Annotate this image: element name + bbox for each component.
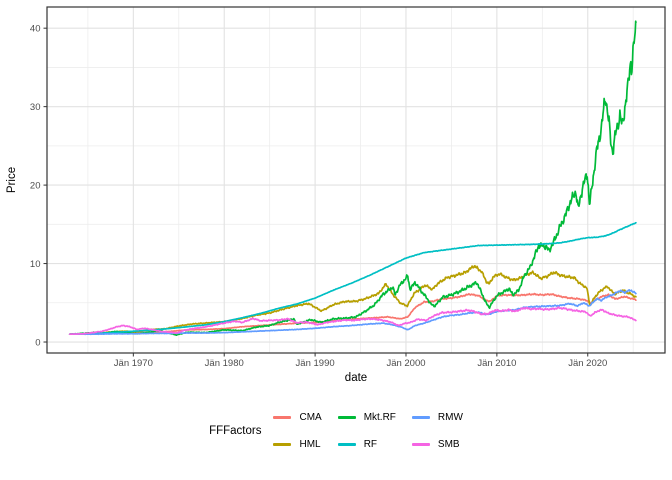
legend-key-RMW <box>411 415 430 419</box>
y-tick-label: 30 <box>30 102 41 113</box>
legend-key-HML <box>273 442 292 446</box>
legend-column: RMW SMB <box>411 408 463 453</box>
x-tick-label: Jän 1990 <box>296 358 335 369</box>
x-tick-label: Jän 2010 <box>477 358 516 369</box>
legend-key-SMB <box>411 442 430 446</box>
y-tick-label: 40 <box>30 24 41 35</box>
panel-background <box>47 7 665 353</box>
price-chart: Jän 1970 Jän 1980 Jän 1990 Jän 2000 Jän 2010… <box>6 6 666 384</box>
legend-entry-RF: RF <box>337 435 396 453</box>
legend-key-RF <box>337 442 356 446</box>
legend-key-CMA <box>273 415 292 419</box>
panel-border <box>46 6 666 354</box>
legend-key-Mkt.RF <box>337 415 356 419</box>
series-line-RF <box>68 221 637 336</box>
y-tick-label: 10 <box>30 259 41 270</box>
legend-label-Mkt.RF: Mkt.RF <box>363 411 396 423</box>
legend-entry-SMB: SMB <box>411 435 463 453</box>
x-tick-label: Jän 2020 <box>568 358 607 369</box>
x-tick-label: Jän 2000 <box>386 358 425 369</box>
y-axis-title: Price <box>6 167 18 193</box>
legend-entries: CMA HML Mkt.RF RF RMW SMB <box>273 408 463 453</box>
x-tick-label: Jän 1970 <box>114 358 153 369</box>
y-tick-label: 0 <box>35 338 40 349</box>
legend-entry-CMA: CMA <box>273 408 322 426</box>
series-line-SMB <box>68 306 637 336</box>
legend-entry-Mkt.RF: Mkt.RF <box>337 408 396 426</box>
legend-column: Mkt.RF RF <box>337 408 396 453</box>
legend-entry-RMW: RMW <box>411 408 463 426</box>
legend-entry-HML: HML <box>273 435 321 453</box>
legend-title: FFFactors <box>209 424 262 437</box>
x-tick-label: Jän 1980 <box>205 358 244 369</box>
legend: FFFactors CMA HML Mkt.RF RF RMW SMB <box>0 408 672 453</box>
x-axis-title: date <box>345 372 367 384</box>
legend-label-HML: HML <box>299 438 321 450</box>
legend-label-RF: RF <box>363 438 378 450</box>
y-tick-label: 20 <box>30 181 41 192</box>
legend-label-CMA: CMA <box>299 411 322 423</box>
series-line-RMW <box>68 289 637 336</box>
legend-label-SMB: SMB <box>437 438 460 450</box>
legend-label-RMW: RMW <box>437 411 463 423</box>
legend-column: CMA HML <box>273 408 322 453</box>
